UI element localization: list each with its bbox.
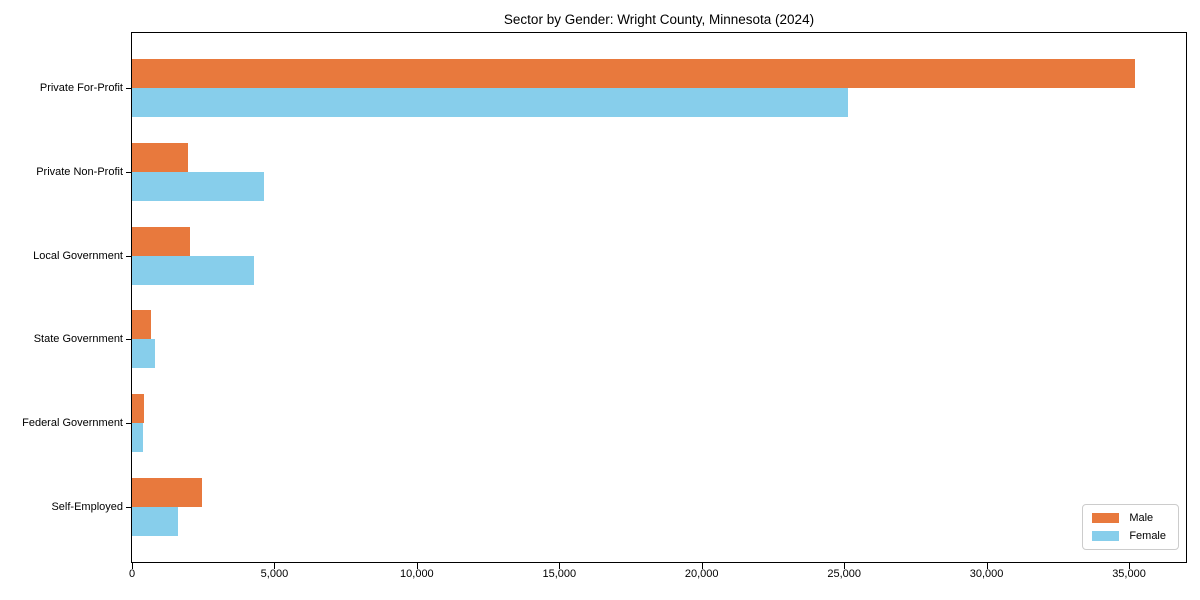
x-tick bbox=[701, 563, 703, 569]
y-tick bbox=[126, 507, 132, 508]
x-tick bbox=[416, 563, 418, 569]
x-tick-label: 35,000 bbox=[1112, 568, 1146, 580]
x-tick-label: 20,000 bbox=[684, 568, 719, 580]
x-tick bbox=[986, 563, 988, 569]
legend: Male Female bbox=[1082, 504, 1179, 550]
y-category-label: Self-Employed bbox=[51, 501, 123, 513]
x-tick bbox=[274, 563, 276, 569]
x-tick-label: 15,000 bbox=[542, 568, 577, 580]
female-bar bbox=[132, 339, 155, 369]
x-tick-label: 0 bbox=[128, 568, 136, 580]
legend-item: Female bbox=[1092, 530, 1166, 542]
legend-label: Female bbox=[1129, 530, 1166, 542]
y-axis-labels: Private For-Profit Private Non-Profit Loca… bbox=[0, 32, 123, 563]
y-category-label: Private Non-Profit bbox=[36, 165, 123, 178]
plot-area: Male Female bbox=[126, 32, 1187, 569]
male-bar bbox=[132, 142, 189, 172]
x-tick bbox=[1129, 563, 1131, 569]
y-tick bbox=[126, 88, 132, 89]
female-bar bbox=[132, 88, 849, 117]
y-category-label: State Government bbox=[33, 333, 123, 346]
legend-swatch-male bbox=[1092, 513, 1120, 523]
male-bar bbox=[132, 310, 151, 340]
x-tick-label: 25,000 bbox=[827, 568, 861, 580]
male-bar bbox=[132, 226, 190, 256]
x-tick bbox=[132, 563, 133, 569]
y-tick bbox=[126, 423, 132, 425]
y-category-label: Federal Government bbox=[22, 417, 123, 430]
x-axis-labels: 0 5,000 10,000 15,000 20,000 25,000 30,000 35,0… bbox=[128, 568, 1187, 584]
y-category-label: Local Government bbox=[33, 249, 123, 262]
male-bar bbox=[132, 59, 1135, 88]
female-bar bbox=[132, 507, 179, 536]
x-tick bbox=[844, 563, 846, 569]
female-bar bbox=[132, 255, 254, 285]
y-tick bbox=[126, 255, 132, 257]
y-category-label: Private For-Profit bbox=[39, 82, 123, 94]
male-bar bbox=[132, 478, 203, 507]
x-tick-label: 5,000 bbox=[260, 568, 289, 580]
y-tick bbox=[126, 171, 132, 173]
x-tick-label: 30,000 bbox=[969, 568, 1004, 580]
legend-item: Male bbox=[1092, 512, 1166, 524]
legend-swatch-female bbox=[1092, 531, 1120, 541]
male-bar bbox=[132, 394, 144, 424]
x-tick-label: 10,000 bbox=[400, 568, 434, 580]
female-bar bbox=[132, 171, 264, 201]
y-tick bbox=[126, 339, 132, 341]
female-bar bbox=[132, 423, 143, 453]
chart-title: Sector by Gender: Wright County, Minneso… bbox=[503, 12, 815, 27]
legend-label: Male bbox=[1129, 512, 1154, 524]
x-tick bbox=[559, 563, 561, 569]
